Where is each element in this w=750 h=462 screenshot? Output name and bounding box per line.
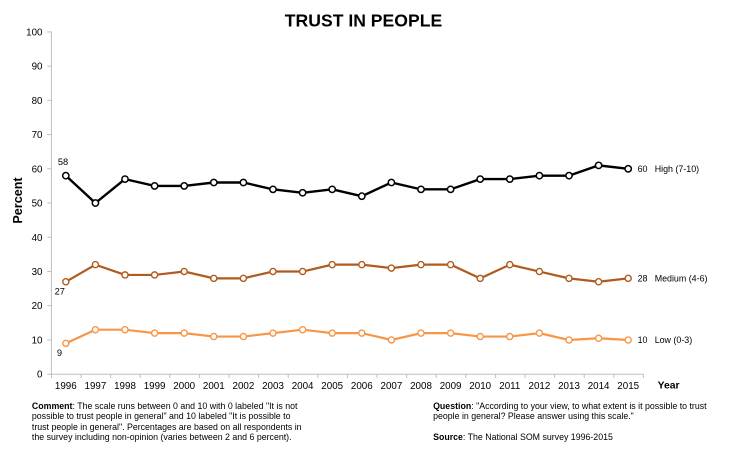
svg-text:1997: 1997 (85, 381, 107, 392)
svg-text:2003: 2003 (262, 381, 284, 392)
svg-text:Year: Year (658, 380, 680, 391)
svg-text:2015: 2015 (617, 381, 639, 392)
svg-text:1999: 1999 (144, 381, 166, 392)
svg-text:1998: 1998 (114, 381, 136, 392)
svg-text:2006: 2006 (351, 381, 373, 392)
svg-text:58: 58 (58, 157, 68, 167)
svg-text:10: 10 (638, 335, 648, 345)
svg-text:1996: 1996 (55, 381, 77, 392)
svg-text:10: 10 (32, 335, 43, 346)
svg-text:2001: 2001 (203, 381, 225, 392)
svg-text:9: 9 (57, 348, 62, 358)
svg-text:2004: 2004 (292, 381, 314, 392)
svg-text:2014: 2014 (588, 381, 610, 392)
svg-text:Low (0-3): Low (0-3) (655, 335, 693, 345)
svg-text:20: 20 (32, 301, 43, 312)
svg-text:28: 28 (638, 274, 648, 284)
svg-text:80: 80 (32, 96, 43, 107)
svg-text:2009: 2009 (440, 381, 462, 392)
svg-text:50: 50 (32, 199, 43, 210)
svg-text:2002: 2002 (233, 381, 255, 392)
svg-text:2007: 2007 (381, 381, 403, 392)
svg-text:60: 60 (638, 164, 648, 174)
svg-text:Percent: Percent (11, 177, 25, 224)
svg-text:2012: 2012 (529, 381, 551, 392)
svg-text:2011: 2011 (499, 381, 520, 392)
svg-text:27: 27 (55, 286, 65, 296)
svg-text:2013: 2013 (558, 381, 580, 392)
svg-text:30: 30 (32, 267, 43, 278)
svg-text:0: 0 (37, 370, 43, 381)
svg-text:70: 70 (32, 130, 43, 141)
svg-text:TRUST IN PEOPLE: TRUST IN PEOPLE (285, 11, 443, 31)
svg-text:60: 60 (32, 164, 43, 175)
svg-text:Medium (4-6): Medium (4-6) (655, 274, 708, 284)
svg-text:High (7-10): High (7-10) (655, 164, 699, 174)
svg-text:2000: 2000 (173, 381, 195, 392)
svg-text:40: 40 (32, 233, 43, 244)
svg-text:2008: 2008 (410, 381, 432, 392)
svg-text:90: 90 (32, 62, 43, 73)
svg-text:100: 100 (26, 27, 43, 38)
svg-text:2005: 2005 (321, 381, 343, 392)
svg-text:2010: 2010 (469, 381, 491, 392)
